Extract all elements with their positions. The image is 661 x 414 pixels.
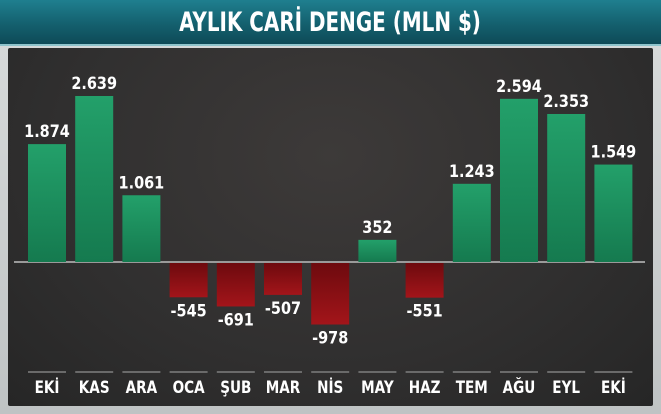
bar-8 [405,263,444,298]
x-tick-label-10: AĞU [503,376,536,397]
data-label-7: 352 [362,217,392,237]
x-tick-label-6: NİS [317,376,343,397]
bar-2 [122,195,161,262]
data-label-3: -545 [171,300,207,320]
bar-12 [594,164,633,262]
bar-7 [358,239,397,262]
x-tick-label-12: EKİ [601,376,626,397]
bar-1 [75,96,114,262]
chart-title: AYLIK CARİ DENGE (MLN $) [179,6,482,38]
bar-9 [452,183,491,262]
data-label-11: 2.353 [543,91,589,111]
bar-3 [169,263,208,298]
bar-0 [28,144,66,262]
data-label-6: -978 [312,327,348,347]
data-label-9: 1.243 [449,161,495,181]
bar-11 [547,113,586,263]
data-label-12: 1.549 [591,141,637,161]
chart-panel [8,48,653,406]
data-label-0: 1.874 [24,121,70,141]
x-tick-label-2: ARA [126,378,158,398]
bar-4 [216,263,255,307]
x-tick-label-5: MAR [266,378,301,398]
x-tick-label-11: EYL [552,378,580,398]
data-label-8: -551 [407,300,443,320]
data-label-10: 2.594 [496,76,542,96]
data-label-4: -691 [218,309,254,329]
title-bar: AYLIK CARİ DENGE (MLN $) [0,0,661,46]
x-tick-label-8: HAZ [409,378,441,398]
x-tick-label-9: TEM [456,378,488,398]
data-label-2: 1.061 [119,172,165,192]
bar-5 [264,263,302,295]
x-tick-label-1: KAS [79,378,110,398]
x-tick-label-4: ŞUB [220,378,251,398]
bar-6 [311,263,350,325]
bar-10 [500,98,538,262]
x-tick-label-3: OCA [173,378,205,398]
data-label-5: -507 [265,298,301,318]
x-tick-label-0: EKİ [35,376,60,397]
data-label-1: 2.639 [71,73,117,93]
x-tick-label-7: MAY [361,378,394,398]
